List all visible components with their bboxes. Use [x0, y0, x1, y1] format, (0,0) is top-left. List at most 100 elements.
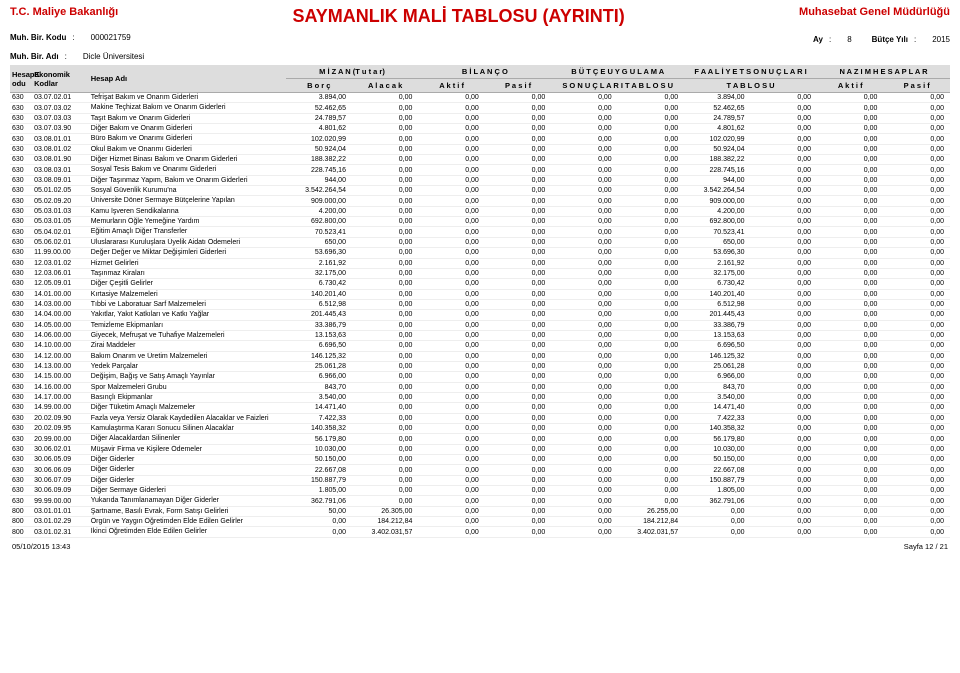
cell-value: 0,00	[418, 455, 484, 465]
cell-value: 0,00	[485, 144, 551, 154]
cell-value: 0,00	[352, 424, 418, 434]
cell-value: 0,00	[352, 196, 418, 206]
cell-name: Makine Teçhizat Bakım ve Onarım Giderler…	[89, 103, 286, 113]
cell-value: 650,00	[286, 237, 352, 247]
cell-value: 0,00	[618, 165, 684, 175]
cell-hesap: 800	[10, 527, 32, 537]
cell-value: 0,00	[352, 392, 418, 402]
cell-value: 0,00	[551, 310, 617, 320]
cell-value: 0,00	[883, 258, 950, 268]
cell-value: 0,00	[551, 268, 617, 278]
cell-name: Örgün ve Yaygın Öğretimden Elde Edilen G…	[89, 517, 286, 527]
cell-value: 843,70	[684, 382, 750, 392]
cell-ekon: 03.01.02.31	[32, 527, 89, 537]
cell-ekon: 03.08.01.90	[32, 155, 89, 165]
cell-value: 0,00	[883, 341, 950, 351]
table-row: 63003.07.03.90Diğer Bakım ve Onarım Gide…	[10, 124, 950, 134]
col-pasif: P a s i f	[485, 79, 551, 93]
cell-value: 0,00	[751, 424, 817, 434]
cell-ekon: 14.04.00.00	[32, 310, 89, 320]
cell-hesap: 630	[10, 403, 32, 413]
table-row: 63014.05.00.00Temizleme Ekipmanları33.38…	[10, 320, 950, 330]
table-row: 63030.06.05.09Diğer Giderler50.150,000,0…	[10, 455, 950, 465]
cell-value: 0,00	[883, 206, 950, 216]
table-row: 63003.07.02.01Tefrişat Bakım ve Onarım G…	[10, 93, 950, 103]
cell-ekon: 05.06.02.01	[32, 237, 89, 247]
cell-value: 0,00	[485, 330, 551, 340]
table-row: 63014.03.00.00Tıbbi ve Laboratuar Sarf M…	[10, 299, 950, 309]
cell-value: 0,00	[418, 186, 484, 196]
cell-name: Hizmet Gelirleri	[89, 258, 286, 268]
cell-ekon: 14.05.00.00	[32, 320, 89, 330]
cell-hesap: 630	[10, 144, 32, 154]
cell-name: Diğer Çeşitli Gelirler	[89, 279, 286, 289]
cell-value: 0,00	[751, 361, 817, 371]
cell-value: 70.523,41	[286, 227, 352, 237]
cell-value: 0,00	[352, 93, 418, 103]
cell-value: 0,00	[883, 382, 950, 392]
cell-value: 0,00	[817, 475, 883, 485]
cell-value: 0,00	[418, 237, 484, 247]
cell-name: Üniversite Döner Sermaye Bütçelerine Yap…	[89, 196, 286, 206]
cell-value: 0,00	[751, 165, 817, 175]
table-row: 63014.10.00.00Zirai Maddeler6.696,500,00…	[10, 341, 950, 351]
cell-value: 0,00	[485, 237, 551, 247]
cell-hesap: 630	[10, 155, 32, 165]
cell-value: 0,00	[418, 124, 484, 134]
cell-value: 0,00	[817, 165, 883, 175]
cell-value: 0,00	[751, 330, 817, 340]
cell-value: 0,00	[684, 527, 750, 537]
cell-value: 0,00	[485, 351, 551, 361]
cell-hesap: 630	[10, 310, 32, 320]
cell-value: 0,00	[751, 248, 817, 258]
cell-value: 0,00	[751, 465, 817, 475]
cell-value: 0,00	[551, 186, 617, 196]
table-row: 63003.08.01.90Diğer Hizmet Binası Bakım …	[10, 155, 950, 165]
cell-ekon: 20.02.09.90	[32, 413, 89, 423]
cell-value: 0,00	[352, 372, 418, 382]
table-row: 63003.07.03.03Taşıt Bakım ve Onarım Gide…	[10, 113, 950, 123]
cell-ekon: 30.06.06.09	[32, 465, 89, 475]
cell-value: 0,00	[352, 144, 418, 154]
table-row: 63020.02.09.95Kamulaştırma Kararı Sonucu…	[10, 424, 950, 434]
butce-yili-label: Bütçe Yılı	[872, 35, 908, 44]
cell-value: 0,00	[618, 227, 684, 237]
cell-value: 0,00	[418, 434, 484, 444]
ay-label: Ay	[813, 35, 823, 44]
cell-value: 0,00	[618, 486, 684, 496]
cell-ekon: 05.02.09.20	[32, 196, 89, 206]
cell-ekon: 99.99.00.00	[32, 496, 89, 506]
cell-value: 0,00	[352, 382, 418, 392]
cell-value: 0,00	[485, 413, 551, 423]
cell-value: 3.542.264,54	[286, 186, 352, 196]
cell-value: 0,00	[418, 206, 484, 216]
cell-value: 4.200,00	[684, 206, 750, 216]
cell-value: 0,00	[485, 196, 551, 206]
cell-value: 3.894,00	[684, 93, 750, 103]
cell-value: 56.179,80	[684, 434, 750, 444]
table-row: 63020.02.09.90Fazla veya Yersiz Olarak K…	[10, 413, 950, 423]
cell-hesap: 630	[10, 341, 32, 351]
table-row: 63014.04.00.00Yakıtlar, Yakıt Katkıları …	[10, 310, 950, 320]
cell-value: 3.542.264,54	[684, 186, 750, 196]
cell-value: 150.887,79	[286, 475, 352, 485]
cell-value: 188.382,22	[684, 155, 750, 165]
cell-name: Yukarıda Tanımlanamayan Diğer Giderler	[89, 496, 286, 506]
cell-value: 0,00	[551, 403, 617, 413]
cell-ekon: 03.08.01.02	[32, 144, 89, 154]
table-row: 63011.99.00.00Değer Değer ve Miktar Deği…	[10, 248, 950, 258]
cell-value: 184.212,84	[352, 517, 418, 527]
cell-value: 0,00	[485, 372, 551, 382]
cell-value: 0,00	[817, 496, 883, 506]
cell-name: Diğer Taşınmaz Yapım, Bakım ve Onarım Gi…	[89, 175, 286, 185]
cell-value: 228.745,16	[286, 165, 352, 175]
cell-name: Taşınmaz Kiraları	[89, 268, 286, 278]
cell-value: 0,00	[817, 517, 883, 527]
cell-value: 0,00	[883, 455, 950, 465]
cell-name: Büro Bakım ve Onarımı Giderleri	[89, 134, 286, 144]
cell-value: 0,00	[485, 155, 551, 165]
cell-ekon: 14.06.00.00	[32, 330, 89, 340]
cell-value: 0,00	[618, 155, 684, 165]
cell-value: 26.255,00	[618, 506, 684, 516]
cell-value: 3.402.031,57	[352, 527, 418, 537]
